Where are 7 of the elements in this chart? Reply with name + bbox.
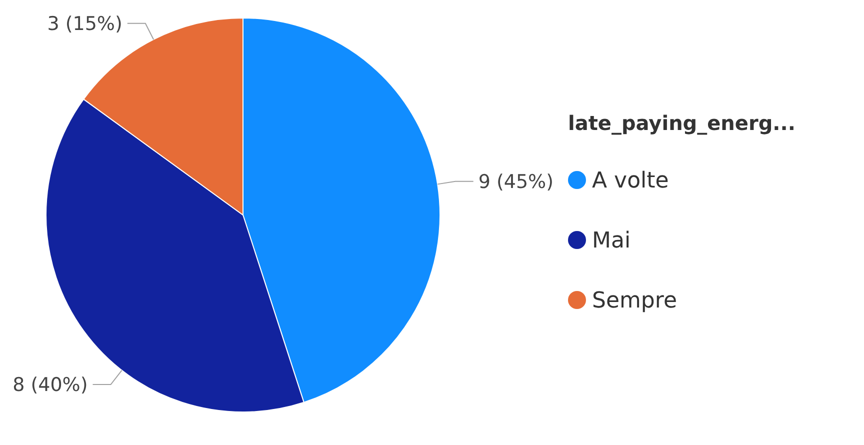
legend-label: A volte (592, 168, 669, 194)
data-label: 8 (40%) (12, 374, 88, 396)
legend-title: late_paying_energ... (568, 111, 796, 135)
data-label: 9 (45%) (478, 171, 554, 194)
data-label: 3 (15%) (47, 13, 122, 36)
legend-label: Mai (592, 228, 631, 254)
legend-label: Sempre (592, 288, 677, 314)
